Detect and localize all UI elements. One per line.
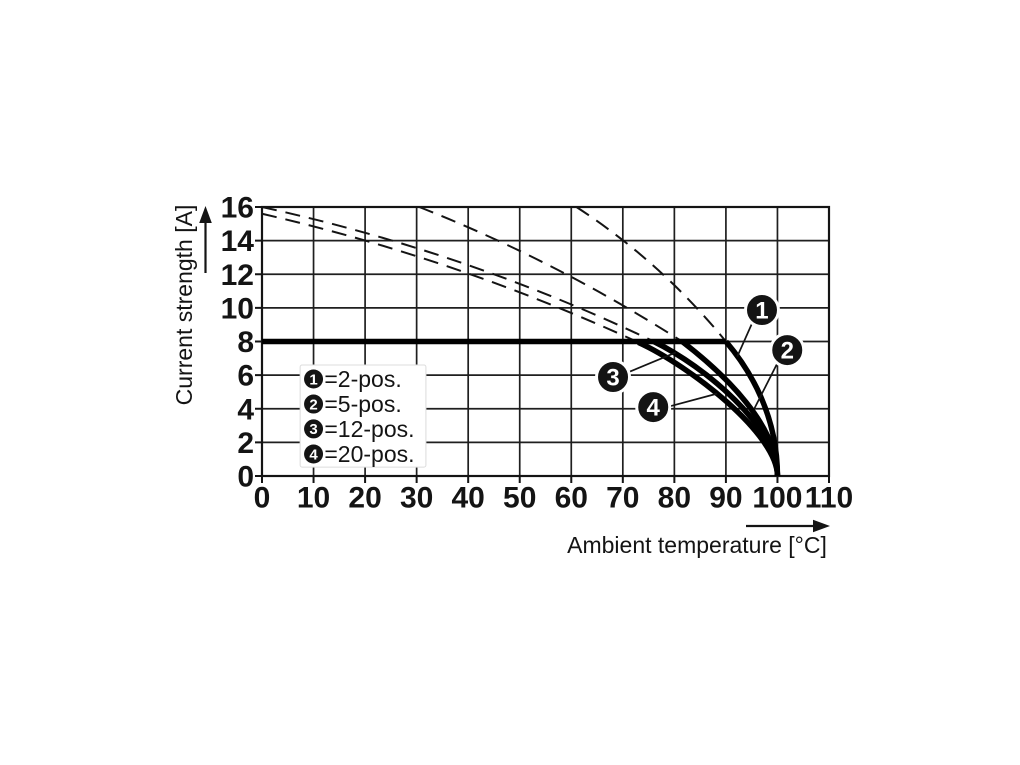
x-tick-label-20: 20 <box>348 482 381 515</box>
legend-badge-number-4: 4 <box>309 446 318 463</box>
x-tick-label-40: 40 <box>451 482 484 515</box>
x-tick-label-80: 80 <box>658 482 691 515</box>
y-tick-label-6: 6 <box>237 360 254 393</box>
series-2-dashed-curve <box>418 206 683 343</box>
x-tick-label-30: 30 <box>400 482 433 515</box>
series-3-dashed-curve <box>261 206 655 343</box>
axis-ticks <box>255 206 830 483</box>
y-tick-label-14: 14 <box>221 225 255 258</box>
legend-item-2: 2 =5-pos. <box>304 391 402 417</box>
legend-item-4: 4 =20-pos. <box>304 441 415 467</box>
callout-badge-3-icon <box>595 358 632 395</box>
callout-line-1 <box>736 322 753 357</box>
y-tick-label-12: 12 <box>221 259 254 292</box>
y-axis-title: Current strength [A] <box>171 205 197 406</box>
callout-line-4 <box>670 392 718 407</box>
callout-badge-number-1: 1 <box>755 297 768 324</box>
x-tick-label-100: 100 <box>752 482 802 515</box>
callout-line-3 <box>628 351 677 373</box>
series-4-solid-curve <box>637 339 781 477</box>
y-tick-label-10: 10 <box>221 292 254 325</box>
callout-badge-number-3: 3 <box>606 364 619 391</box>
legend-badge-number-2: 2 <box>309 396 317 413</box>
x-axis-arrow-icon <box>746 519 830 533</box>
legend-item-3: 3 =12-pos. <box>304 416 415 442</box>
callout-badge-4-icon <box>635 389 672 426</box>
legend-badge-1-icon <box>304 369 324 389</box>
y-tick-label-16: 16 <box>221 192 254 225</box>
series-4-dashed-curve <box>261 212 639 344</box>
x-tick-label-0: 0 <box>254 482 271 515</box>
legend-badge-4-icon <box>304 444 324 464</box>
legend-badge-number-3: 3 <box>309 421 317 438</box>
x-tick-label-60: 60 <box>555 482 588 515</box>
x-tick-label-70: 70 <box>606 482 639 515</box>
legend-badge-2-icon <box>304 394 324 414</box>
callout-badge-2-icon <box>769 332 806 369</box>
legend-badge-number-1: 1 <box>309 371 317 388</box>
callout-badge-1-icon <box>743 292 780 329</box>
legend-badge-3-icon <box>304 419 324 439</box>
y-tick-label-2: 2 <box>237 427 254 460</box>
y-tick-label-4: 4 <box>237 393 254 426</box>
legend-label-4: =20-pos. <box>324 441 414 467</box>
x-tick-label-10: 10 <box>297 482 330 515</box>
x-tick-label-90: 90 <box>709 482 742 515</box>
callout-line-2 <box>753 363 778 410</box>
legend-box <box>299 364 427 468</box>
legend-label-1: =2-pos. <box>324 366 401 392</box>
x-axis-title: Ambient temperature [°C] <box>567 532 827 558</box>
callout-badge-number-4: 4 <box>647 394 661 421</box>
limited-solid-curves <box>637 339 781 477</box>
legend: 1 =2-pos. 2 =5-pos. 3 =12-pos. 4 =20-pos. <box>299 364 427 468</box>
y-tick-label-8: 8 <box>237 326 254 359</box>
legend-item-1: 1 =2-pos. <box>304 366 402 392</box>
y-tick-label-0: 0 <box>237 461 254 494</box>
x-tick-label-50: 50 <box>503 482 536 515</box>
derating-dashed-curves <box>261 206 727 344</box>
series-1-dashed-curve <box>575 206 727 343</box>
legend-label-2: =5-pos. <box>324 391 401 417</box>
curve-callouts: 12 3 4 <box>595 292 806 426</box>
legend-label-3: =12-pos. <box>324 416 414 442</box>
y-axis-arrow-icon <box>199 206 212 273</box>
callout-badge-number-2: 2 <box>781 337 794 364</box>
x-tick-label-110: 110 <box>805 482 853 515</box>
